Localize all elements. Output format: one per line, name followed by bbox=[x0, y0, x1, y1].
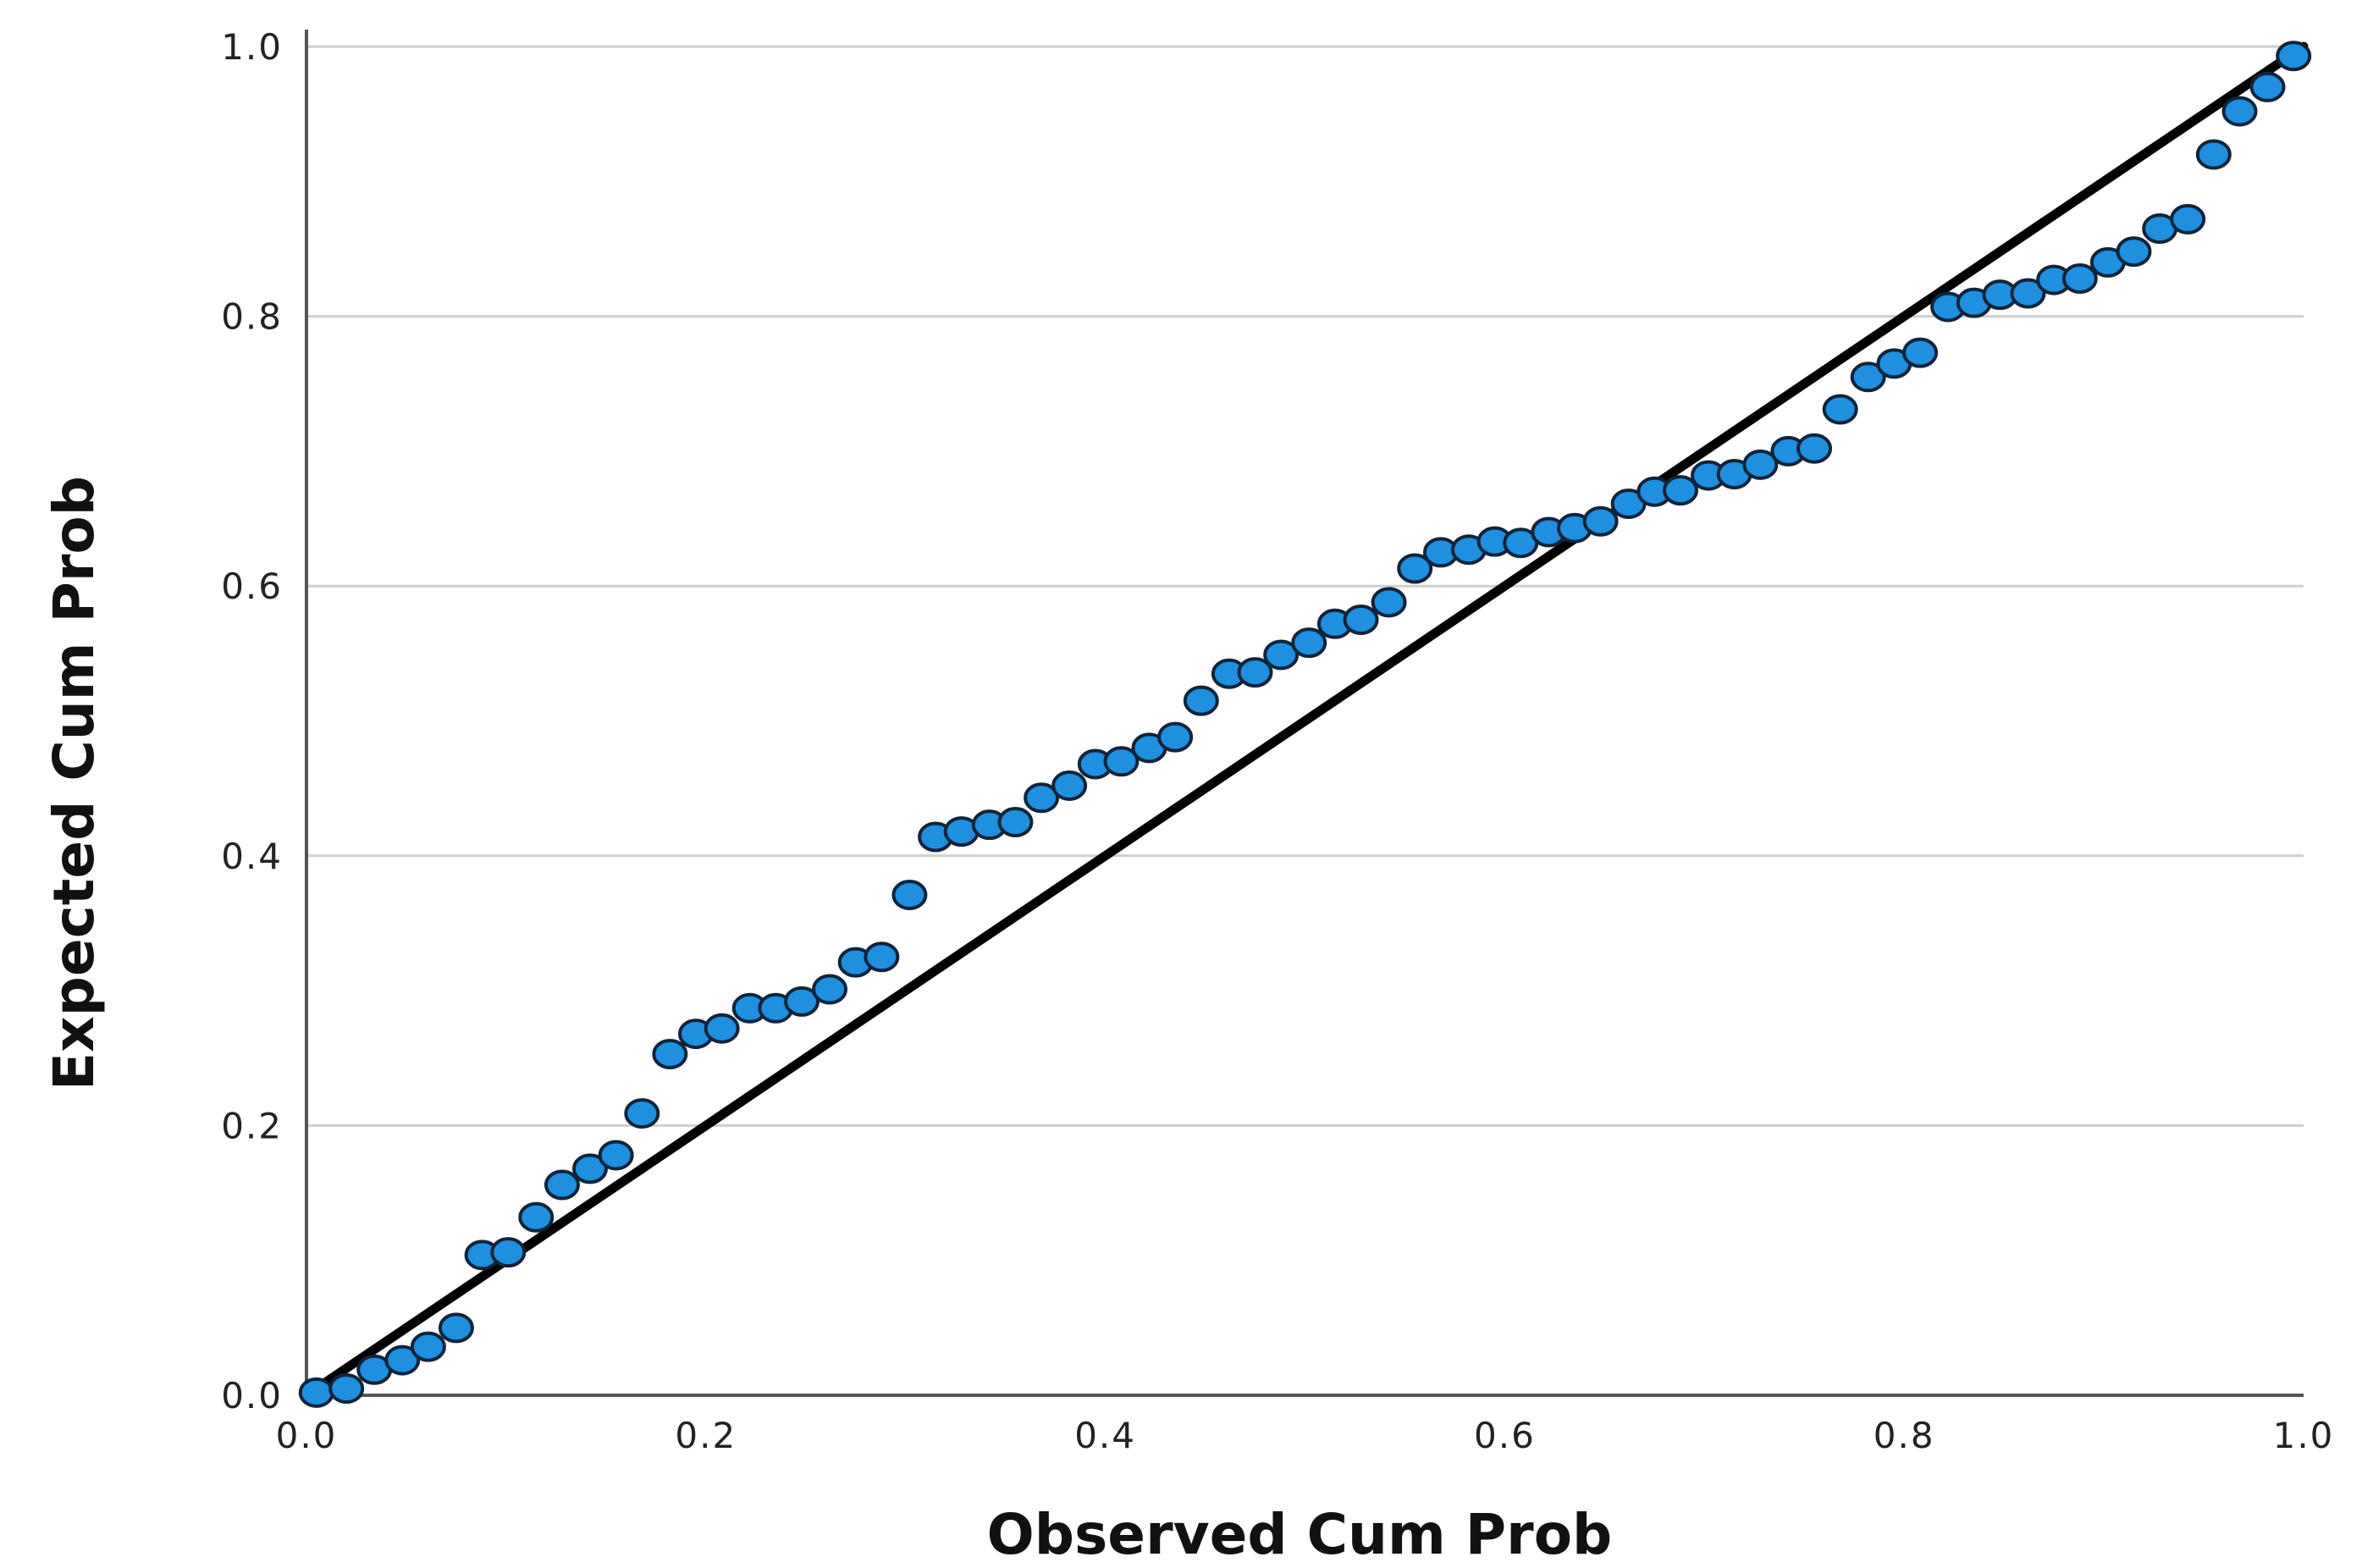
data-point-12 bbox=[624, 1098, 660, 1129]
tick-labels: 0.0 0.2 0.4 0.6 0.8 1.0 0.0 0.2 0.4 0.6 0.8 1.0 bbox=[221, 26, 2335, 1456]
data-point-18 bbox=[784, 986, 820, 1017]
data-point-70 bbox=[2170, 203, 2206, 235]
data-points bbox=[298, 41, 2312, 1408]
data-point-72 bbox=[2221, 96, 2258, 127]
x-tick-label-2: 0.4 bbox=[1074, 1415, 1136, 1456]
y-axis-title: Expected Cum Prob bbox=[41, 476, 107, 1090]
data-point-35 bbox=[1237, 657, 1273, 688]
y-tick-label-2: 0.4 bbox=[221, 836, 283, 877]
gridlines bbox=[306, 45, 2304, 1127]
data-point-71 bbox=[2195, 139, 2232, 170]
data-point-27 bbox=[1024, 782, 1060, 814]
data-point-39 bbox=[1343, 605, 1379, 636]
y-tick-label-1: 0.2 bbox=[221, 1105, 283, 1146]
data-point-66 bbox=[2061, 262, 2098, 294]
y-tick-label-5: 1.0 bbox=[221, 26, 283, 68]
axes bbox=[305, 30, 2304, 1397]
data-point-3 bbox=[384, 1344, 421, 1376]
x-axis-title: Observed Cum Prob bbox=[987, 1502, 1613, 1567]
data-point-22 bbox=[891, 879, 928, 910]
data-point-40 bbox=[1371, 587, 1407, 618]
data-point-58 bbox=[1850, 362, 1886, 393]
data-point-74 bbox=[2276, 41, 2312, 72]
data-point-11 bbox=[598, 1140, 634, 1171]
x-tick-label-3: 0.6 bbox=[1474, 1415, 1536, 1456]
x-tick-label-1: 0.2 bbox=[675, 1415, 737, 1456]
data-point-64 bbox=[2010, 278, 2046, 309]
x-tick-label-4: 0.8 bbox=[1874, 1415, 1935, 1456]
data-point-26 bbox=[997, 806, 1034, 837]
y-tick-label-3: 0.6 bbox=[221, 566, 283, 607]
data-point-10 bbox=[571, 1153, 608, 1184]
data-point-57 bbox=[1822, 394, 1858, 425]
data-point-56 bbox=[1796, 433, 1833, 464]
data-point-68 bbox=[2116, 236, 2152, 268]
x-tick-label-5: 1.0 bbox=[2273, 1415, 2335, 1456]
data-point-37 bbox=[1291, 627, 1327, 659]
data-point-9 bbox=[544, 1169, 580, 1201]
y-tick-label-0: 0.0 bbox=[221, 1375, 283, 1416]
reference-diagonal-line bbox=[301, 41, 2309, 1400]
data-point-5 bbox=[438, 1312, 474, 1344]
y-tick-label-4: 0.8 bbox=[221, 296, 283, 338]
data-point-21 bbox=[864, 941, 900, 973]
data-point-60 bbox=[1902, 337, 1939, 368]
data-point-48 bbox=[1582, 505, 1619, 537]
data-point-33 bbox=[1183, 685, 1219, 716]
data-point-8 bbox=[518, 1201, 555, 1233]
data-point-73 bbox=[2249, 71, 2286, 102]
data-point-36 bbox=[1263, 639, 1300, 671]
data-point-28 bbox=[1051, 770, 1088, 801]
data-point-54 bbox=[1742, 449, 1779, 480]
x-tick-label-0: 0.0 bbox=[276, 1415, 338, 1456]
data-point-0 bbox=[298, 1377, 334, 1408]
data-point-19 bbox=[812, 974, 848, 1005]
reference-line bbox=[301, 41, 2309, 1400]
data-point-13 bbox=[652, 1038, 688, 1069]
data-point-15 bbox=[704, 1013, 740, 1044]
data-point-7 bbox=[490, 1237, 527, 1268]
data-point-30 bbox=[1103, 746, 1140, 777]
data-point-32 bbox=[1157, 721, 1194, 753]
data-point-41 bbox=[1397, 553, 1433, 584]
data-point-1 bbox=[328, 1373, 365, 1405]
data-point-51 bbox=[1662, 475, 1698, 506]
data-point-4 bbox=[410, 1331, 446, 1362]
